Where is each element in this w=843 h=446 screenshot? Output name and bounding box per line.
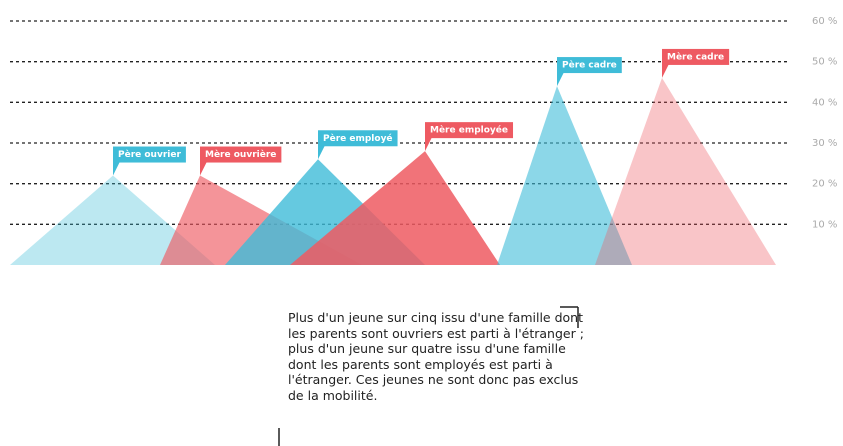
tag-pointer: [318, 145, 325, 160]
tag-pointer: [557, 72, 564, 87]
tag-box: [557, 57, 622, 74]
y-tick-label: 30 %: [812, 138, 837, 149]
triangle: [10, 175, 215, 265]
category-label: Père cadre: [562, 60, 617, 71]
triangle: [290, 151, 500, 265]
y-tick-label: 10 %: [812, 219, 837, 230]
tag-pointer: [200, 161, 207, 176]
annotation: Plus d'un jeune sur cinq issu d'une fami…: [288, 310, 584, 403]
y-tick-label: 40 %: [812, 97, 837, 108]
tag-box: [318, 130, 398, 147]
triangle: [595, 77, 776, 265]
tag-pointer: [113, 161, 120, 176]
y-tick-label: 60 %: [812, 16, 837, 27]
category-label: Père ouvrier: [118, 149, 181, 160]
category-label: Père employé: [323, 133, 393, 144]
category-label: Mère cadre: [667, 51, 724, 62]
tag-box: [662, 48, 730, 65]
tag-box: [113, 146, 186, 163]
tag-pointer: [425, 137, 432, 152]
tag-box: [425, 122, 514, 139]
category-label: Mère ouvrière: [205, 149, 276, 160]
tag-pointer: [662, 63, 669, 78]
tag-box: [200, 146, 282, 163]
y-tick-label: 20 %: [812, 179, 837, 190]
category-label: Mère employée: [430, 125, 508, 136]
y-tick-label: 50 %: [812, 57, 837, 68]
triangle: [497, 86, 632, 265]
